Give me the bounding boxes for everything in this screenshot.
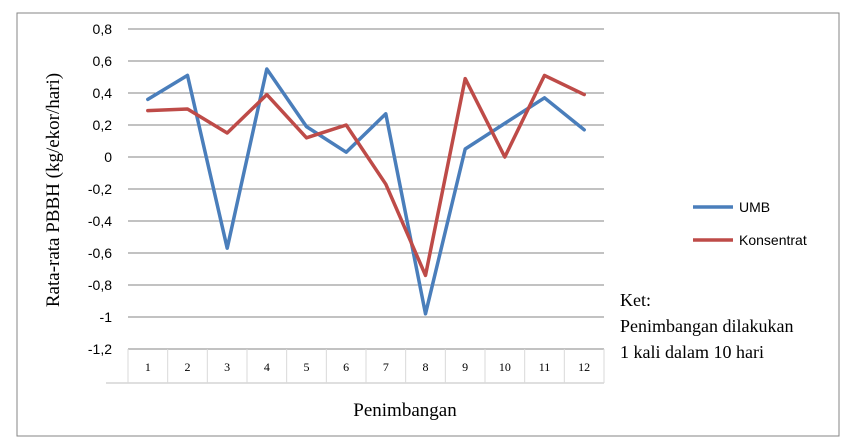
series-lines [146, 67, 586, 316]
x-tick-labels: 1 2 3 4 5 6 7 8 9 10 11 12 [145, 360, 590, 374]
x-tick-label: 10 [499, 360, 511, 374]
x-tick-label: 8 [423, 360, 429, 374]
x-tick-label: 2 [185, 360, 191, 374]
chart-border [16, 12, 840, 437]
x-tick-label: 5 [304, 360, 310, 374]
y-tick-label: 0,6 [93, 53, 113, 69]
x-tick-label: 9 [462, 360, 468, 374]
note-line-1: Penimbangan dilakukan [620, 316, 794, 336]
legend-label-umb: UMB [739, 199, 770, 215]
y-tick-label: 0,4 [93, 85, 113, 101]
x-tick-label: 6 [343, 360, 349, 374]
series-line-umb [146, 67, 586, 316]
y-tick-label: 0,2 [93, 117, 113, 133]
y-tick-labels: 0,8 0,6 0,4 0,2 0 -0,2 -0,4 -0,6 -0,8 -1 -1,2 [88, 21, 112, 357]
x-tick-label: 7 [383, 360, 389, 374]
x-tick-label: 1 [145, 360, 151, 374]
x-axis-label: Penimbangan [353, 400, 457, 421]
y-axis-label: Rata-rata PBBH (kg/ekor/hari) [43, 73, 64, 307]
x-tick-label: 3 [224, 360, 230, 374]
legend: UMB Konsentrat [693, 199, 807, 248]
y-tick-label: -1 [100, 309, 113, 325]
series-line-konsentrat [146, 73, 586, 278]
y-tick-label: 0 [104, 149, 112, 165]
x-tick-label: 11 [539, 360, 551, 374]
legend-label-konsentrat: Konsentrat [739, 232, 807, 248]
y-tick-label: -0,2 [88, 181, 112, 197]
y-tick-label: -1,2 [88, 341, 112, 357]
y-tick-label: -0,4 [88, 213, 112, 229]
y-tick-label: -0,8 [88, 277, 112, 293]
note-line-2: 1 kali dalam 10 hari [620, 342, 764, 362]
note-title: Ket: [620, 290, 651, 310]
gridlines [128, 28, 604, 350]
x-tick-label: 12 [578, 360, 590, 374]
x-axis [106, 348, 605, 384]
y-tick-label: -0,6 [88, 245, 112, 261]
x-tick-label: 4 [264, 360, 270, 374]
y-tick-label: 0,8 [93, 21, 113, 37]
